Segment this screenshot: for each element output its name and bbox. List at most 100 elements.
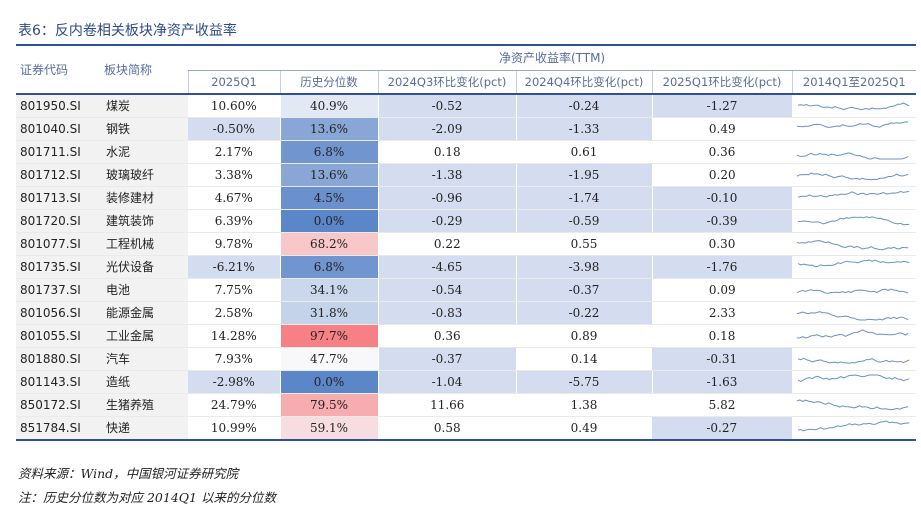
table-row: 801077.SI 工程机械 9.78% 68.2% 0.22 0.55 0.30 bbox=[16, 232, 917, 256]
header-chg-2024q4: 2024Q4环比变化(pct) bbox=[515, 70, 652, 94]
table-row: 801950.SI 煤炭 10.60% 40.9% -0.52 -0.24 -1.27 bbox=[16, 94, 917, 118]
row-name: 电池 bbox=[100, 278, 188, 302]
row-percentile: 13.6% bbox=[279, 117, 379, 141]
row-chg-2025q1: 0.09 bbox=[652, 278, 792, 302]
row-code: 801880.SI bbox=[16, 347, 100, 371]
row-q1: 4.67% bbox=[188, 186, 280, 210]
row-sparkline bbox=[792, 94, 917, 118]
row-q1: -0.50% bbox=[188, 117, 280, 141]
table-row: 801040.SI 钢铁 -0.50% 13.6% -2.09 -1.33 0.49 bbox=[16, 117, 917, 141]
table-row: 801055.SI 工业金属 14.28% 97.7% 0.36 0.89 0.18 bbox=[16, 324, 917, 348]
row-percentile: 47.7% bbox=[279, 347, 379, 371]
sparkline-path bbox=[796, 329, 909, 339]
header-name: 板块简称 bbox=[104, 62, 153, 77]
row-name: 工程机械 bbox=[100, 232, 188, 256]
row-chg-2024q3: 0.22 bbox=[378, 232, 516, 256]
row-chg-2025q1: 0.49 bbox=[652, 117, 792, 141]
row-q1: 2.17% bbox=[188, 140, 280, 164]
row-chg-2024q3: -0.96 bbox=[378, 186, 517, 210]
row-name: 光伏设备 bbox=[100, 255, 188, 279]
row-percentile: 6.8% bbox=[279, 255, 379, 279]
row-percentile: 59.1% bbox=[279, 416, 379, 441]
row-sparkline bbox=[792, 117, 917, 141]
row-q1: 9.78% bbox=[188, 232, 280, 256]
row-name: 水泥 bbox=[100, 140, 188, 164]
sparkline-chart bbox=[797, 102, 909, 111]
row-name: 造纸 bbox=[100, 370, 188, 394]
row-chg-2025q1: -0.10 bbox=[652, 186, 793, 210]
row-code: 851784.SI bbox=[16, 416, 100, 441]
row-code: 801056.SI bbox=[16, 301, 100, 325]
row-chg-2025q1: -0.39 bbox=[652, 209, 793, 233]
row-q1: -6.21% bbox=[188, 255, 280, 279]
table-row: 850172.SI 生猪养殖 24.79% 79.5% 11.66 1.38 5.82 bbox=[16, 393, 917, 417]
row-chg-2024q4: 0.55 bbox=[516, 232, 652, 256]
row-chg-2024q4: -3.98 bbox=[516, 255, 653, 279]
row-chg-2025q1: 0.20 bbox=[652, 163, 792, 187]
row-chg-2024q3: 0.18 bbox=[378, 140, 516, 164]
row-chg-2025q1: 0.30 bbox=[652, 232, 792, 256]
row-q1: 2.58% bbox=[188, 301, 280, 325]
row-code: 801143.SI bbox=[16, 370, 100, 394]
sparkline-path bbox=[796, 240, 909, 251]
row-chg-2024q4: 0.61 bbox=[516, 140, 652, 164]
row-chg-2024q3: -2.09 bbox=[378, 117, 517, 141]
sparkline-chart bbox=[797, 259, 909, 268]
sparkline-path bbox=[796, 288, 909, 294]
table-body: 801950.SI 煤炭 10.60% 40.9% -0.52 -0.24 -1.27 801… bbox=[16, 94, 917, 441]
sparkline-path bbox=[796, 311, 909, 321]
row-chg-2024q3: -0.52 bbox=[378, 94, 517, 118]
sparkline-path bbox=[797, 374, 909, 382]
sparkline-chart bbox=[796, 172, 909, 181]
row-chg-2025q1: -1.76 bbox=[652, 255, 793, 279]
header-chg-2024q3: 2024Q3环比变化(pct) bbox=[377, 70, 516, 94]
row-sparkline bbox=[792, 163, 917, 187]
row-code: 801735.SI bbox=[16, 255, 100, 279]
roe-table: 证券代码 板块简称 净资产收益率(TTM) 2025Q1 历史分位数 2024Q… bbox=[16, 44, 917, 441]
row-chg-2024q4: 0.14 bbox=[516, 347, 652, 371]
sparkline-chart bbox=[796, 240, 909, 251]
sparkline-path bbox=[797, 259, 909, 268]
sparkline-path bbox=[797, 357, 909, 364]
row-chg-2025q1: 0.18 bbox=[652, 324, 792, 348]
row-chg-2025q1: -1.27 bbox=[652, 94, 793, 118]
row-code: 801712.SI bbox=[16, 163, 100, 187]
row-name: 建筑装饰 bbox=[100, 209, 188, 233]
table-row: 801713.SI 装修建材 4.67% 4.5% -0.96 -1.74 -0.10 bbox=[16, 186, 917, 210]
row-name: 快递 bbox=[100, 416, 188, 441]
row-percentile: 97.7% bbox=[279, 324, 379, 348]
sparkline-chart bbox=[797, 420, 909, 432]
table-row: 851784.SI 快递 10.99% 59.1% 0.58 0.49 -0.27 bbox=[16, 416, 917, 441]
row-chg-2024q4: -0.59 bbox=[516, 209, 653, 233]
row-sparkline bbox=[792, 393, 917, 417]
row-sparkline bbox=[792, 255, 917, 279]
sparkline-path bbox=[797, 190, 909, 198]
row-q1: 10.60% bbox=[188, 94, 280, 118]
row-percentile: 0.0% bbox=[279, 370, 379, 394]
row-chg-2024q3: 0.58 bbox=[378, 416, 516, 441]
row-sparkline bbox=[792, 209, 917, 233]
row-chg-2024q3: -0.83 bbox=[378, 301, 517, 325]
table-title: 表6：反内卷相关板块净资产收益率 bbox=[18, 23, 237, 39]
row-code: 801711.SI bbox=[16, 140, 100, 164]
sparkline-chart bbox=[797, 190, 909, 198]
row-chg-2025q1: -1.63 bbox=[652, 370, 793, 394]
sparkline-chart bbox=[796, 329, 909, 339]
row-name: 煤炭 bbox=[100, 94, 188, 118]
row-percentile: 13.6% bbox=[279, 163, 379, 187]
table-row: 801735.SI 光伏设备 -6.21% 6.8% -4.65 -3.98 -1.76 bbox=[16, 255, 917, 279]
header-code: 证券代码 bbox=[20, 62, 69, 77]
row-sparkline bbox=[792, 416, 917, 441]
row-sparkline bbox=[792, 370, 917, 394]
row-chg-2024q4: 0.49 bbox=[516, 416, 652, 441]
row-name: 玻璃玻纤 bbox=[100, 163, 188, 187]
row-q1: 14.28% bbox=[188, 324, 280, 348]
row-code: 801055.SI bbox=[16, 324, 100, 348]
sparkline-path bbox=[797, 102, 909, 111]
row-chg-2024q3: -1.38 bbox=[378, 163, 517, 187]
row-chg-2025q1: 2.33 bbox=[652, 301, 792, 325]
row-q1: 10.99% bbox=[188, 416, 280, 441]
percentile-note: 注：历史分位数为对应 2014Q1 以来的分位数 bbox=[18, 490, 276, 505]
row-q1: 3.38% bbox=[188, 163, 280, 187]
table-row: 801880.SI 汽车 7.93% 47.7% -0.37 0.14 -0.31 bbox=[16, 347, 917, 371]
